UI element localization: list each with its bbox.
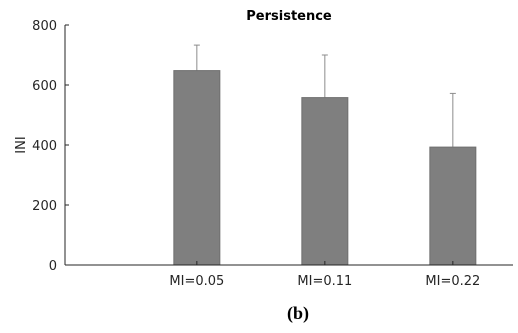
x-tick-label: MI=0.11 xyxy=(297,274,352,289)
error-bars xyxy=(193,44,456,148)
y-axis-label: INI xyxy=(14,136,29,153)
y-tick-label: 200 xyxy=(32,199,57,214)
plot-area: 0 200 400 600 800 MI=0.05 MI=0.11 MI=0.22 xyxy=(32,19,513,289)
bars xyxy=(173,70,477,266)
figure-caption: (b) xyxy=(287,303,309,324)
x-tick-label: MI=0.22 xyxy=(425,274,480,289)
y-tick-label: 600 xyxy=(32,79,57,94)
chart-title: Persistence xyxy=(246,9,332,24)
bar xyxy=(173,70,221,266)
y-tick-label: 800 xyxy=(32,19,57,34)
bar xyxy=(301,97,349,266)
x-ticks: MI=0.05 MI=0.11 MI=0.22 xyxy=(169,261,480,289)
y-tick-label: 400 xyxy=(32,139,57,154)
x-tick-label: MI=0.05 xyxy=(169,274,224,289)
bar xyxy=(429,146,477,266)
y-ticks: 0 200 400 600 800 xyxy=(32,19,69,274)
y-tick-label: 0 xyxy=(49,259,57,274)
